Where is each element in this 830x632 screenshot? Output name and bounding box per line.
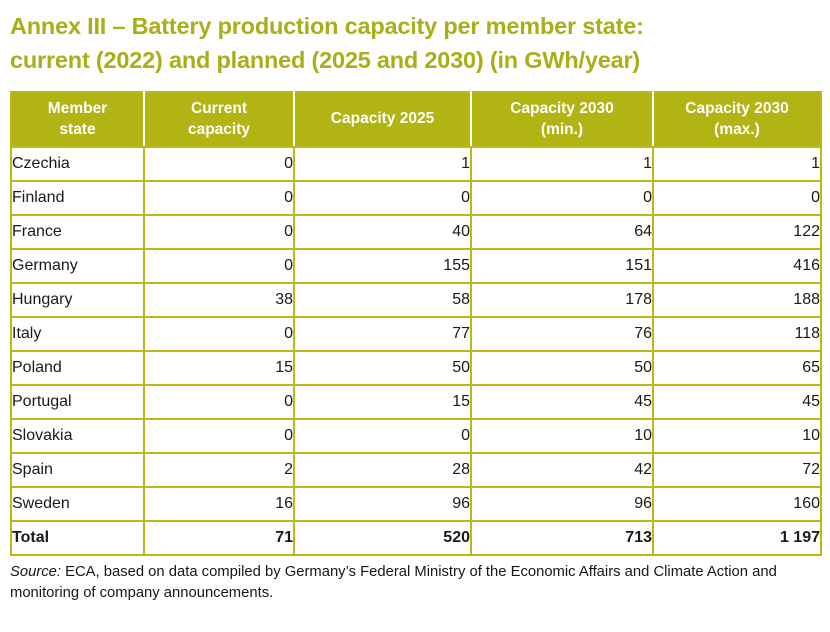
value-cell: 1	[470, 146, 654, 182]
value-cell: 2	[143, 452, 295, 488]
column-header-2: Capacity 2025	[293, 92, 471, 148]
value-cell: 42	[470, 452, 654, 488]
value-cell: 10	[652, 418, 822, 454]
value-cell: 71	[143, 520, 295, 556]
value-cell: 0	[470, 180, 654, 216]
value-cell: 178	[470, 282, 654, 318]
value-cell: 77	[293, 316, 472, 352]
member-state-cell: Total	[10, 520, 145, 556]
value-cell: 188	[652, 282, 822, 318]
value-cell: 155	[293, 248, 472, 284]
member-state-cell: Italy	[10, 316, 145, 352]
value-cell: 160	[652, 486, 822, 522]
value-cell: 0	[143, 316, 295, 352]
member-state-cell: Czechia	[10, 146, 145, 182]
value-cell: 520	[293, 520, 472, 556]
value-cell: 0	[143, 214, 295, 250]
table-header-row: Member state Current capacity Capacity 202…	[10, 92, 821, 148]
value-cell: 151	[470, 248, 654, 284]
value-cell: 58	[293, 282, 472, 318]
table-row: Hungary 38 58 178 188	[10, 282, 822, 318]
member-state-cell: Sweden	[10, 486, 145, 522]
value-cell: 0	[293, 180, 472, 216]
value-cell: 0	[143, 384, 295, 420]
table-row: Portugal 0 15 45 45	[10, 384, 822, 420]
table-row: Finland 0 0 0 0	[10, 180, 822, 216]
member-state-cell: Germany	[10, 248, 145, 284]
column-header-1: Current capacity	[143, 92, 294, 148]
table-header: Member state Current capacity Capacity 202…	[10, 92, 821, 148]
member-state-cell: Spain	[10, 452, 145, 488]
column-header-4: Capacity 2030 (max.)	[652, 92, 821, 148]
member-state-cell: Finland	[10, 180, 145, 216]
value-cell: 0	[143, 146, 295, 182]
member-state-cell: Slovakia	[10, 418, 145, 454]
member-state-cell: Hungary	[10, 282, 145, 318]
table-row: Germany 0 155 151 416	[10, 248, 822, 284]
table-row: Italy 0 77 76 118	[10, 316, 822, 352]
table-row: Poland 15 50 50 65	[10, 350, 822, 386]
column-header-0: Member state	[10, 92, 144, 148]
table-row: France 0 40 64 122	[10, 214, 822, 250]
value-cell: 0	[143, 418, 295, 454]
value-cell: 45	[652, 384, 822, 420]
value-cell: 0	[143, 180, 295, 216]
value-cell: 65	[652, 350, 822, 386]
value-cell: 50	[293, 350, 472, 386]
table-row: Spain 2 28 42 72	[10, 452, 822, 488]
value-cell: 713	[470, 520, 654, 556]
table-row: Sweden 16 96 96 160	[10, 486, 822, 522]
source-text: ECA, based on data compiled by Germany’s…	[10, 564, 777, 601]
table-body: Czechia 0 1 1 1 Finland 0 0 0 0 France 0 40 64 122 Germ…	[10, 146, 822, 556]
value-cell: 0	[293, 418, 472, 454]
value-cell: 0	[143, 248, 295, 284]
member-state-cell: France	[10, 214, 145, 250]
value-cell: 10	[470, 418, 654, 454]
table-row: Slovakia 0 0 10 10	[10, 418, 822, 454]
column-header-3: Capacity 2030 (min.)	[470, 92, 653, 148]
member-state-cell: Portugal	[10, 384, 145, 420]
value-cell: 40	[293, 214, 472, 250]
annex-title: Annex III – Battery production capacity …	[10, 13, 644, 73]
value-cell: 15	[293, 384, 472, 420]
value-cell: 96	[470, 486, 654, 522]
value-cell: 1	[293, 146, 472, 182]
value-cell: 0	[652, 180, 822, 216]
table-total-row: Total 71 520 713 1 197	[10, 520, 822, 556]
table-row: Czechia 0 1 1 1	[10, 146, 822, 182]
member-state-cell: Poland	[10, 350, 145, 386]
value-cell: 28	[293, 452, 472, 488]
value-cell: 50	[470, 350, 654, 386]
battery-capacity-table: Member state Current capacity Capacity 202…	[10, 91, 822, 556]
value-cell: 118	[652, 316, 822, 352]
source-note: Source: ECA, based on data compiled by G…	[10, 562, 820, 604]
value-cell: 96	[293, 486, 472, 522]
value-cell: 64	[470, 214, 654, 250]
value-cell: 72	[652, 452, 822, 488]
value-cell: 38	[143, 282, 295, 318]
source-label: Source:	[10, 564, 61, 580]
value-cell: 16	[143, 486, 295, 522]
value-cell: 76	[470, 316, 654, 352]
value-cell: 416	[652, 248, 822, 284]
value-cell: 15	[143, 350, 295, 386]
value-cell: 1 197	[652, 520, 822, 556]
value-cell: 122	[652, 214, 822, 250]
value-cell: 1	[652, 146, 822, 182]
value-cell: 45	[470, 384, 654, 420]
